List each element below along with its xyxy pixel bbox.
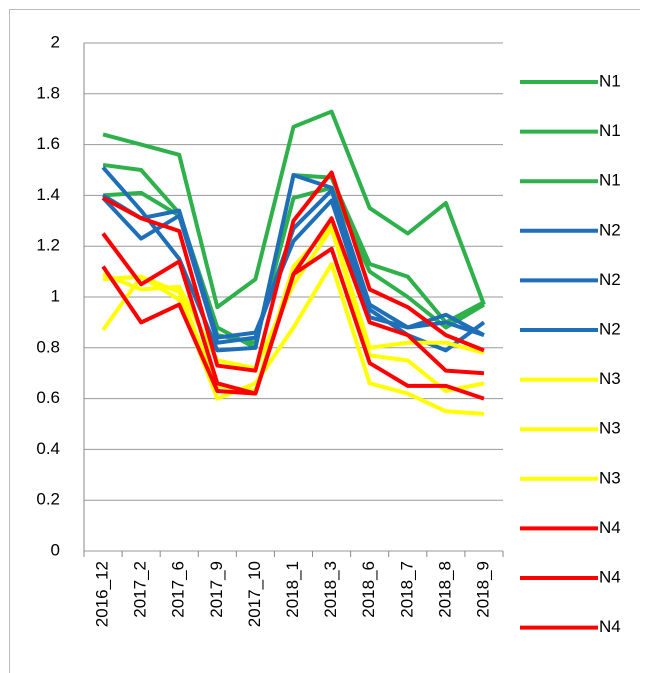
y-tick-label: 2 [51,32,60,51]
y-tick-label: 1 [51,286,60,305]
line-series [102,170,485,373]
x-tick-label: 2017_9 [207,561,226,618]
x-tick-label: 2018_3 [321,561,340,618]
x-tick-label: 2017_2 [131,561,150,618]
line-series [101,166,485,353]
legend-label: N1 [599,171,621,190]
chart-border [9,9,640,673]
legend-label: N1 [599,121,621,140]
legend-label: N2 [599,319,621,338]
x-tick-label: 2018_6 [359,561,378,618]
x-tick-label: 2018_9 [473,561,492,618]
y-tick-label: 1.8 [36,83,60,102]
legend-label: N4 [599,567,621,586]
x-tick-label: 2016_12 [93,561,112,627]
x-tick-label: 2017_10 [245,561,264,627]
y-tick-label: 1.2 [36,236,60,255]
line-series [101,261,485,416]
line-series [102,193,485,340]
legend-label: N3 [599,369,621,388]
legend-label: N4 [599,617,621,636]
y-tick-label: 0.6 [36,388,60,407]
legend-label: N3 [599,468,621,487]
x-tick-label: 2018_1 [283,561,302,618]
legend-label: N3 [599,419,621,438]
legend-label: N2 [599,220,621,239]
y-tick-label: 0 [51,540,60,559]
legend-label: N4 [599,518,621,537]
x-tick-label: 2018_7 [397,561,416,618]
x-tick-label: 2017_6 [169,561,188,618]
legend-label: N2 [599,270,621,289]
line-series [102,223,485,393]
x-tick-label: 2018_8 [435,561,454,618]
line-series [101,246,485,401]
line-series [102,109,486,310]
y-tick-label: 1.6 [36,134,60,153]
y-tick-label: 0.4 [36,439,60,458]
line-series [102,185,485,345]
y-tick-label: 0.8 [36,337,60,356]
y-tick-label: 0.2 [36,490,60,509]
legend-label: N1 [599,71,621,90]
y-tick-label: 1.4 [36,185,60,204]
